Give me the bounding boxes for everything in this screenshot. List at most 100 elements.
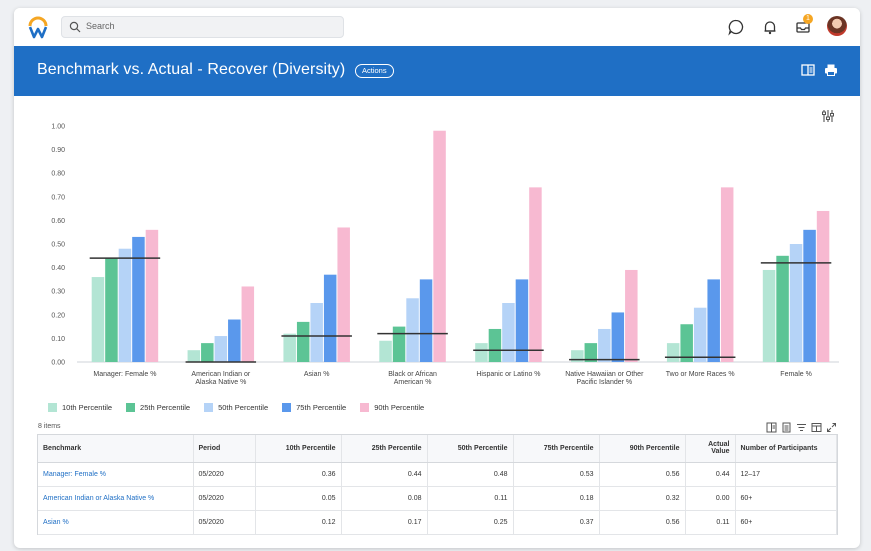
table-row: Manager: Female % 05/2020 0.36 0.44 0.48… xyxy=(38,462,837,487)
actions-button[interactable]: Actions xyxy=(355,64,394,78)
legend-label: 50th Percentile xyxy=(218,402,269,412)
legend-item[interactable]: 25th Percentile xyxy=(126,401,190,413)
p25-cell: 0.08 xyxy=(341,486,428,511)
bar xyxy=(789,244,803,362)
chart-panel: 0.00 0.10 0.20 0.30 0.40 0.50 0.60 0.70 0.80 0.90… xyxy=(14,96,860,418)
col-p90[interactable]: 90th Percentile xyxy=(599,435,686,463)
legend-label: 25th Percentile xyxy=(140,402,191,412)
x-tick-label: Pacific Islander % xyxy=(576,379,632,386)
y-tick-label: 0.30 xyxy=(51,289,65,296)
bar xyxy=(310,303,323,362)
legend-swatch xyxy=(126,402,136,412)
p50-cell: 0.11 xyxy=(427,486,514,511)
split-view-icon[interactable] xyxy=(801,63,815,77)
x-tick-label: Female % xyxy=(780,371,812,378)
print-icon[interactable] xyxy=(824,63,838,77)
bar xyxy=(488,328,502,362)
bell-icon[interactable] xyxy=(761,18,779,36)
page-title: Benchmark vs. Actual - Recover (Diversit… xyxy=(37,61,346,78)
search-placeholder: Search xyxy=(86,21,115,31)
export-icon[interactable] xyxy=(766,420,777,433)
y-tick-label: 0.20 xyxy=(51,312,65,319)
table-header-row: Benchmark Period 10th Percentile 25th Pe… xyxy=(38,435,837,463)
p50-cell: 0.25 xyxy=(427,510,514,535)
chat-icon[interactable] xyxy=(727,18,745,36)
y-tick-label: 0.40 xyxy=(51,265,65,272)
bar xyxy=(201,343,214,362)
document-icon[interactable] xyxy=(781,420,792,433)
legend-swatch xyxy=(48,402,57,412)
notification-badge: 1 xyxy=(803,14,813,24)
bar xyxy=(419,279,433,362)
x-tick-label: Native Hawaiian or Other xyxy=(565,371,644,378)
legend-label: 90th Percentile xyxy=(374,402,425,412)
bar xyxy=(666,343,680,362)
p25-cell: 0.44 xyxy=(341,462,428,487)
period-cell: 05/2020 xyxy=(193,510,256,535)
col-actual[interactable]: Actual Value xyxy=(685,435,736,463)
bar xyxy=(323,274,337,362)
bar xyxy=(707,279,720,362)
table-toolbar xyxy=(766,420,837,433)
filter-icon[interactable] xyxy=(796,420,807,431)
col-p10[interactable]: 10th Percentile xyxy=(255,435,342,463)
bar xyxy=(776,255,789,362)
col-participants[interactable]: Number of Participants xyxy=(735,435,837,463)
expand-icon[interactable] xyxy=(826,420,837,432)
search-icon xyxy=(69,21,81,33)
benchmark-chart: 0.00 0.10 0.20 0.30 0.40 0.50 0.60 0.70 0.80 0.90… xyxy=(51,124,839,386)
y-tick-label: 0.80 xyxy=(51,171,65,178)
legend-item[interactable]: 75th Percentile xyxy=(282,401,346,413)
table-row: Asian % 05/2020 0.12 0.17 0.25 0.37 0.56… xyxy=(38,510,837,535)
legend-swatch xyxy=(204,402,214,412)
bar xyxy=(680,324,693,362)
search-input[interactable]: Search xyxy=(61,16,344,38)
legend-item[interactable]: 90th Percentile xyxy=(360,401,424,413)
bar xyxy=(105,258,118,362)
benchmark-link[interactable]: American Indian or Alaska Native % xyxy=(38,486,194,511)
benchmark-link[interactable]: Manager: Female % xyxy=(38,462,194,487)
col-p25[interactable]: 25th Percentile xyxy=(341,435,428,463)
benchmark-link[interactable]: Asian % xyxy=(38,510,194,535)
bar xyxy=(515,279,529,362)
legend-item[interactable]: 50th Percentile xyxy=(204,401,268,413)
legend-item[interactable]: 10th Percentile xyxy=(48,401,112,413)
y-tick-label: 0.60 xyxy=(51,218,65,225)
actual-cell: 0.44 xyxy=(685,462,736,487)
col-p75[interactable]: 75th Percentile xyxy=(513,435,600,463)
page-header: Benchmark vs. Actual - Recover (Diversit… xyxy=(14,46,860,96)
bar xyxy=(529,187,542,362)
col-benchmark[interactable]: Benchmark xyxy=(38,435,194,463)
col-p50[interactable]: 50th Percentile xyxy=(427,435,514,463)
p75-cell: 0.18 xyxy=(513,486,600,511)
col-period[interactable]: Period xyxy=(193,435,256,463)
bar xyxy=(214,336,228,362)
columns-icon[interactable] xyxy=(811,420,822,432)
p90-cell: 0.56 xyxy=(599,510,686,535)
avatar[interactable] xyxy=(827,16,847,36)
p90-cell: 0.32 xyxy=(599,486,686,511)
y-tick-label: 0.00 xyxy=(51,360,65,367)
x-tick-label: Black or African xyxy=(388,371,437,378)
bar xyxy=(132,236,145,362)
inbox-icon[interactable] xyxy=(794,18,812,36)
bar xyxy=(228,319,241,362)
bar xyxy=(187,350,201,362)
chart-settings-icon[interactable] xyxy=(821,109,835,123)
legend-label: 10th Percentile xyxy=(62,402,113,412)
items-count: 8 items xyxy=(38,423,61,430)
bar xyxy=(598,328,611,362)
bar xyxy=(625,269,638,362)
bar xyxy=(91,277,105,362)
bar xyxy=(611,312,625,362)
period-cell: 05/2020 xyxy=(193,486,256,511)
bar xyxy=(502,303,515,362)
bar xyxy=(584,343,598,362)
chart-legend: 10th Percentile 25th Percentile 50th Perce… xyxy=(48,401,424,413)
workday-logo[interactable] xyxy=(27,15,49,39)
y-tick-label: 0.90 xyxy=(51,147,65,154)
bar xyxy=(241,286,255,362)
bar xyxy=(406,298,419,362)
bar xyxy=(693,307,707,362)
y-tick-label: 1.00 xyxy=(51,124,65,131)
